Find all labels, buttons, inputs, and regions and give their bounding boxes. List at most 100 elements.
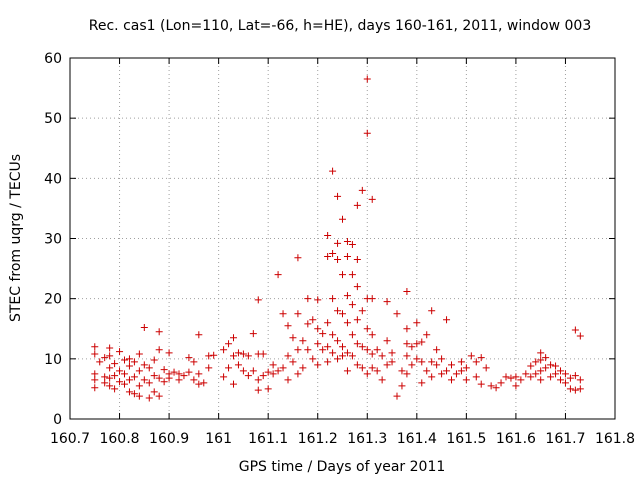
data-point [537, 349, 545, 357]
data-point [457, 358, 465, 366]
data-point [428, 373, 436, 381]
data-point [125, 388, 133, 396]
data-point [106, 344, 114, 352]
data-point [334, 307, 342, 315]
data-point [576, 376, 584, 384]
data-point [353, 283, 361, 291]
data-point [358, 186, 366, 194]
data-point [284, 352, 292, 360]
data-point [239, 367, 247, 375]
data-point [125, 362, 133, 370]
data-point [423, 367, 431, 375]
data-point [353, 340, 361, 348]
data-point [552, 370, 560, 378]
data-point [388, 358, 396, 366]
data-point [477, 380, 485, 388]
data-point [210, 351, 218, 359]
data-point [552, 362, 560, 370]
data-point [557, 367, 564, 375]
data-point [348, 271, 356, 279]
data-point [329, 331, 337, 339]
data-point [91, 343, 99, 351]
data-point [413, 355, 421, 363]
data-point [324, 343, 332, 351]
data-point [135, 382, 143, 390]
data-point [304, 346, 312, 354]
data-point [343, 367, 351, 375]
data-point [502, 373, 510, 381]
data-point [462, 364, 470, 372]
data-point [254, 386, 262, 394]
data-point [299, 337, 307, 345]
y-tick-label: 30 [44, 232, 62, 248]
data-point [294, 254, 302, 262]
data-point [249, 367, 257, 375]
data-point [532, 370, 540, 378]
data-point [383, 361, 391, 369]
data-point [329, 250, 337, 258]
data-point [527, 362, 535, 370]
data-point [398, 382, 406, 390]
data-point [225, 364, 233, 372]
data-point [423, 331, 431, 339]
data-point [160, 366, 168, 374]
data-point [234, 349, 242, 357]
y-tick-label: 20 [44, 292, 62, 308]
x-tick-label: 161.1 [248, 431, 288, 447]
data-point [239, 350, 247, 358]
data-point [130, 373, 138, 381]
data-point [348, 352, 356, 360]
data-point [378, 352, 386, 360]
data-point [403, 370, 411, 378]
y-axis-label: STEC from uqrg / TECUs [8, 154, 24, 322]
data-point [334, 337, 342, 345]
data-point [547, 373, 555, 381]
data-point [101, 354, 109, 362]
x-tick-label: 161.6 [496, 431, 536, 447]
data-point [433, 346, 441, 354]
data-point [334, 355, 342, 363]
data-point [487, 382, 495, 390]
data-point [130, 390, 138, 398]
axis-ticks: 160.7 160.8 160.9 161 161.1 161.2 161.3 161.4 16… [44, 51, 635, 447]
data-point [294, 346, 302, 354]
data-point [96, 358, 104, 366]
data-point [537, 376, 545, 384]
data-point [413, 340, 421, 348]
data-point [185, 368, 193, 376]
data-point [175, 370, 183, 378]
data-points [91, 75, 584, 402]
data-point [547, 361, 555, 369]
data-point [363, 325, 371, 333]
data-point [180, 372, 188, 380]
data-point [537, 356, 545, 364]
data-point [205, 352, 213, 360]
data-point [125, 355, 133, 363]
data-point [408, 343, 416, 351]
data-point [324, 231, 332, 239]
data-point [244, 372, 252, 380]
data-point [557, 376, 564, 384]
x-tick-label: 160.9 [149, 431, 189, 447]
data-point [368, 331, 376, 339]
data-point [140, 324, 148, 332]
data-point [576, 385, 584, 393]
data-point [150, 356, 158, 364]
chart-title: Rec. cas1 (Lon=110, Lat=-66, h=HE), days… [89, 18, 591, 34]
data-point [329, 167, 337, 175]
data-point [155, 374, 163, 382]
data-point [512, 373, 520, 381]
data-point [418, 358, 426, 366]
data-point [101, 379, 109, 387]
data-point [353, 316, 361, 324]
data-point [334, 256, 342, 264]
data-point [274, 271, 282, 279]
data-point [309, 355, 317, 363]
data-point [363, 129, 371, 137]
data-point [319, 346, 327, 354]
data-point [393, 310, 401, 318]
data-point [398, 367, 406, 375]
data-point [457, 367, 465, 375]
data-point [339, 352, 346, 360]
data-point [106, 364, 114, 372]
